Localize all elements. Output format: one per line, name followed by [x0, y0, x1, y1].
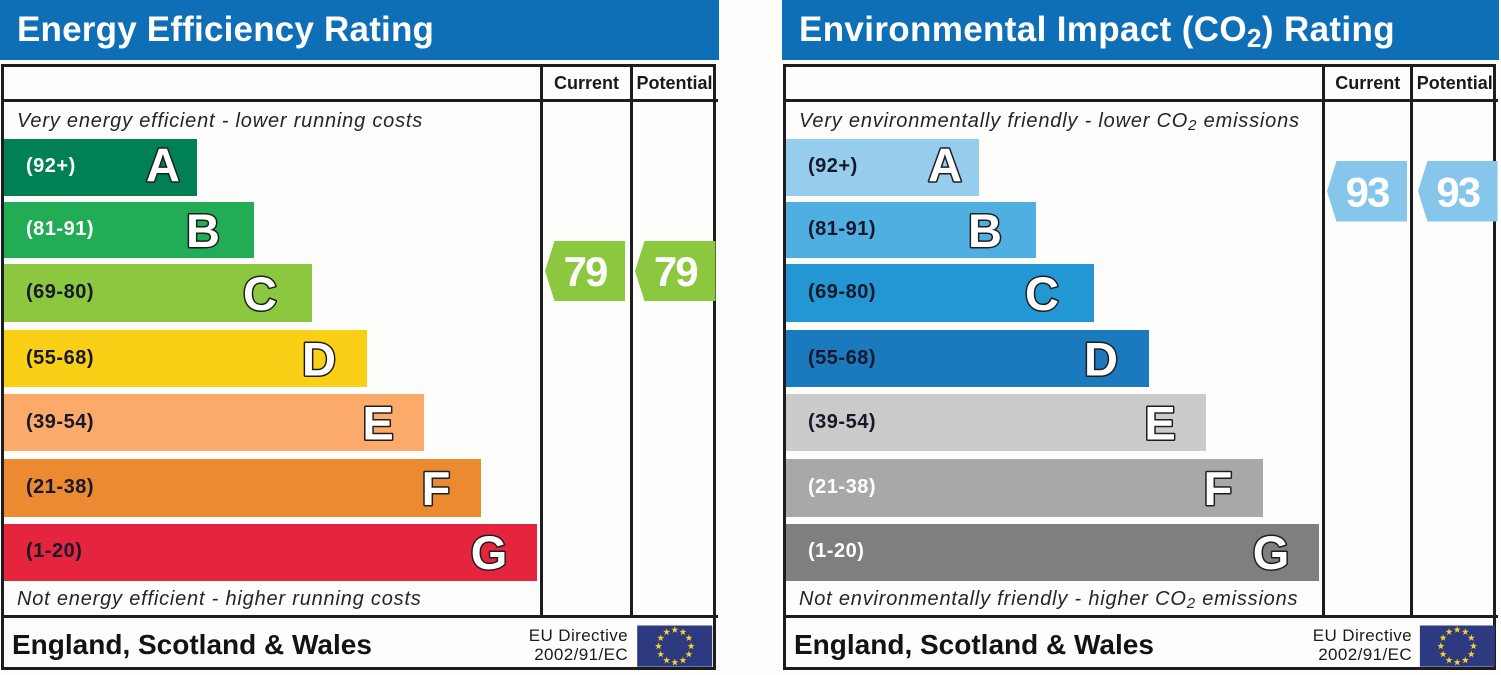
svg-text:F: F	[422, 462, 451, 515]
svg-text:C: C	[243, 267, 277, 320]
svg-text:A: A	[928, 139, 962, 192]
svg-text:79: 79	[654, 248, 697, 295]
svg-text:E: E	[1144, 397, 1175, 450]
svg-text:C: C	[1025, 267, 1059, 320]
svg-text:G: G	[1253, 526, 1290, 579]
svg-text:93: 93	[1436, 168, 1479, 215]
svg-text:E: E	[362, 397, 393, 450]
svg-text:A: A	[146, 139, 180, 192]
svg-text:D: D	[302, 333, 336, 386]
svg-text:B: B	[186, 204, 220, 257]
svg-text:F: F	[1204, 462, 1233, 515]
svg-text:D: D	[1084, 333, 1118, 386]
svg-text:G: G	[471, 526, 508, 579]
svg-text:93: 93	[1346, 168, 1389, 215]
svg-text:B: B	[968, 204, 1002, 257]
svg-text:79: 79	[564, 248, 607, 295]
